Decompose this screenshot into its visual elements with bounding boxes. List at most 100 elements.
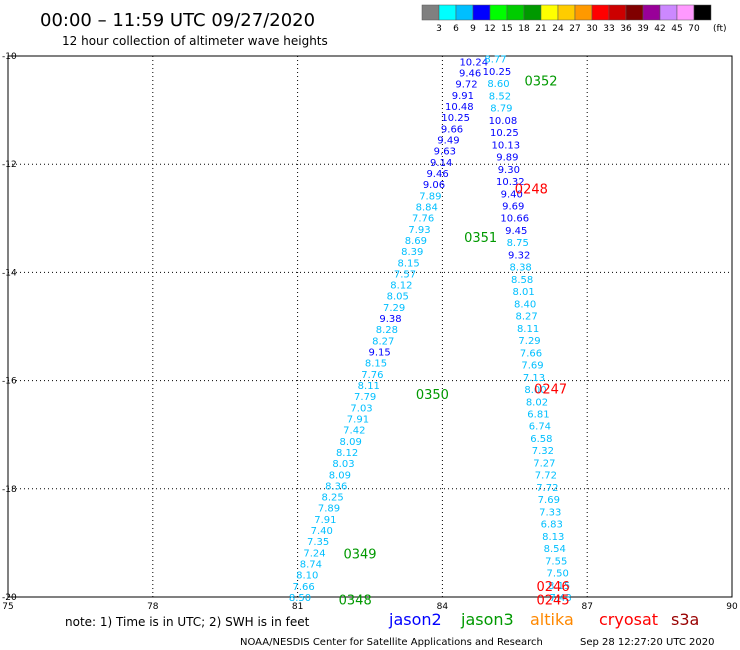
wave-height-value: 10.08 — [489, 116, 518, 127]
wave-height-value: 8.36 — [325, 481, 347, 492]
lon-tick-label: 78 — [147, 602, 159, 612]
wave-height-value: 8.75 — [507, 238, 529, 249]
wave-height-value: 6.81 — [527, 409, 549, 420]
wave-height-value: 8.05 — [387, 292, 409, 303]
wave-height-value: 8.28 — [376, 325, 398, 336]
scale-label: 36 — [620, 24, 632, 34]
lat-tick-label: -14 — [2, 268, 17, 278]
wave-height-value: 8.39 — [401, 247, 423, 258]
scale-label: 6 — [453, 24, 459, 34]
map-grid — [7, 55, 733, 598]
scale-label: 45 — [671, 24, 682, 34]
wave-height-value: 7.29 — [383, 303, 405, 314]
wave-height-value: 7.24 — [303, 548, 325, 559]
satellite-legend-entry: jason2 — [388, 610, 442, 629]
lon-tick-label: 87 — [581, 602, 592, 612]
wave-height-value: 7.91 — [347, 414, 369, 425]
satellite-legend-entry: altika — [530, 610, 574, 629]
wave-height-value: 7.40 — [311, 526, 333, 537]
wave-height-value: 9.63 — [434, 147, 456, 158]
wave-height-value: 10.32 — [496, 177, 525, 188]
wave-height-value: 7.79 — [354, 392, 376, 403]
wave-height-value: 8.03 — [332, 459, 354, 470]
lat-tick-label: -20 — [2, 593, 17, 603]
scale-swatch — [455, 4, 474, 21]
color-scale-legend: 3 6 9 12 15 18 21 24 27 30 33 36 39 42 45 70 (ft) — [421, 4, 727, 34]
map-subtitle: 12 hour collection of altimeter wave hei… — [62, 34, 328, 48]
scale-swatch — [489, 4, 508, 21]
wave-height-value: 6.58 — [530, 434, 552, 445]
satellite-legend-entry: cryosat — [599, 610, 658, 629]
wave-height-value: 8.09 — [340, 437, 362, 448]
wave-height-value: 8.12 — [390, 281, 412, 292]
map-title: 00:00 – 11:59 UTC 09/27/2020 — [40, 10, 315, 31]
wave-height-value: 7.50 — [547, 569, 569, 580]
wave-height-value: 8.09 — [329, 470, 351, 481]
wave-height-value: 7.76 — [361, 370, 383, 381]
map-frame — [7, 55, 733, 598]
pass-time-label: 0246 — [537, 580, 570, 595]
wave-height-value: 9.06 — [423, 180, 445, 191]
wave-height-value: 8.77 — [484, 55, 506, 66]
wave-height-value: 9.69 — [502, 202, 524, 213]
scale-label: 12 — [484, 24, 495, 34]
scale-swatch — [659, 4, 678, 21]
wave-height-value: 8.11 — [517, 324, 539, 335]
wave-height-tracks: 10.249.469.729.9110.4810.259.669.499.639… — [289, 55, 572, 604]
pass-time-label: 0351 — [464, 231, 497, 246]
wave-height-value: 8.10 — [296, 571, 318, 582]
wave-height-value: 9.45 — [505, 226, 527, 237]
scale-label: 70 — [688, 24, 700, 34]
wave-height-value: 9.72 — [455, 80, 477, 91]
wave-height-value: 8.60 — [487, 79, 509, 90]
wave-height-value: 7.03 — [350, 403, 372, 414]
wave-height-value: 8.79 — [490, 104, 512, 115]
scale-swatch — [693, 4, 712, 21]
wave-height-value: 8.27 — [372, 336, 394, 347]
scale-label: 33 — [603, 24, 614, 34]
wave-height-value: 9.46 — [459, 69, 481, 80]
wave-height-value: 7.29 — [518, 336, 540, 347]
wave-height-value: 7.76 — [412, 214, 434, 225]
scale-label: 39 — [637, 24, 649, 34]
lat-tick-label: -10 — [2, 52, 17, 62]
lon-tick-label: 84 — [437, 602, 449, 612]
lat-tick-label: -12 — [2, 160, 17, 170]
wave-height-value: 7.91 — [314, 515, 336, 526]
wave-height-value: 7.66 — [520, 348, 542, 359]
scale-unit: (ft) — [713, 24, 727, 34]
scale-label: 21 — [535, 24, 546, 34]
footer-credit: NOAA/NESDIS Center for Satellite Applica… — [240, 637, 543, 648]
axis-ticks: 75 78 81 84 87 90 -10 -12 -14 -16 -18 -20 — [2, 52, 738, 612]
scale-swatch — [557, 4, 576, 21]
pass-time-label: 0245 — [537, 594, 570, 609]
pass-time-label: 0349 — [343, 548, 376, 563]
wave-height-value: 6.74 — [529, 422, 551, 433]
wave-height-value: 8.01 — [512, 287, 534, 298]
scale-label: 9 — [470, 24, 476, 34]
pass-time-label: 0247 — [534, 383, 567, 398]
scale-swatch — [608, 4, 627, 21]
satellite-legend-entry: s3a — [671, 610, 699, 629]
wave-height-value: 8.74 — [300, 560, 322, 571]
wave-height-value: 7.93 — [408, 225, 430, 236]
scale-label: 18 — [518, 24, 530, 34]
scale-label: 15 — [501, 24, 512, 34]
pass-time-label: 0248 — [515, 183, 548, 198]
scale-swatch — [438, 4, 457, 21]
wave-height-value: 9.38 — [379, 314, 401, 325]
wave-height-value: 8.15 — [397, 258, 419, 269]
wave-height-value: 7.55 — [545, 556, 567, 567]
lon-tick-label: 81 — [292, 602, 303, 612]
wave-height-value: 7.66 — [293, 582, 315, 593]
scale-label: 30 — [586, 24, 598, 34]
scale-swatch — [591, 4, 610, 21]
wave-height-value: 8.15 — [548, 581, 570, 592]
scale-label: 24 — [552, 24, 564, 34]
satellite-legend-entry: jason3 — [460, 610, 514, 629]
scale-swatch — [540, 4, 559, 21]
wave-height-value: 7.69 — [521, 361, 543, 372]
lat-tick-label: -16 — [2, 377, 17, 387]
wave-height-value: 8.12 — [336, 448, 358, 459]
